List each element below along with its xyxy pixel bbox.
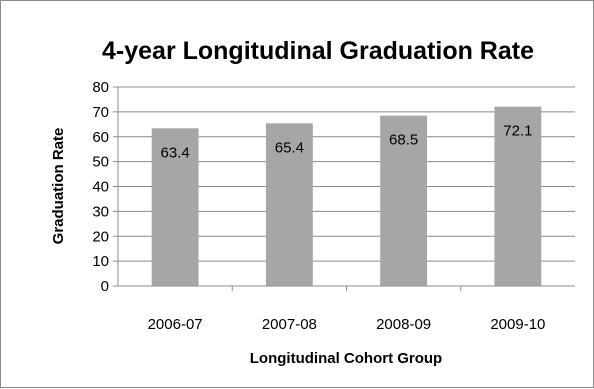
x-tick-label: 2007-08 (262, 316, 317, 333)
data-label: 63.4 (161, 144, 190, 161)
y-tick-label: 50 (92, 154, 109, 171)
x-tick-label: 2009-10 (490, 316, 545, 333)
y-tick-label: 40 (92, 179, 109, 196)
data-label: 72.1 (503, 123, 532, 140)
y-tick-label: 30 (92, 203, 109, 220)
y-tick-label: 60 (92, 129, 109, 146)
y-tick-label: 80 (92, 79, 109, 96)
y-axis-title: Graduation Rate (50, 128, 67, 245)
x-tick-label: 2008-09 (376, 316, 431, 333)
chart-title: 4-year Longitudinal Graduation Rate (102, 37, 534, 65)
y-tick-label: 70 (92, 104, 109, 121)
data-label: 65.4 (275, 139, 304, 156)
y-tick-label: 10 (92, 253, 109, 270)
bars (152, 107, 542, 286)
x-axis-title: Longitudinal Cohort Group (250, 350, 442, 367)
x-tick-label: 2006-07 (148, 316, 203, 333)
y-tick-label: 20 (92, 228, 109, 245)
data-label: 68.5 (389, 132, 418, 149)
y-tick-label: 0 (101, 278, 109, 295)
